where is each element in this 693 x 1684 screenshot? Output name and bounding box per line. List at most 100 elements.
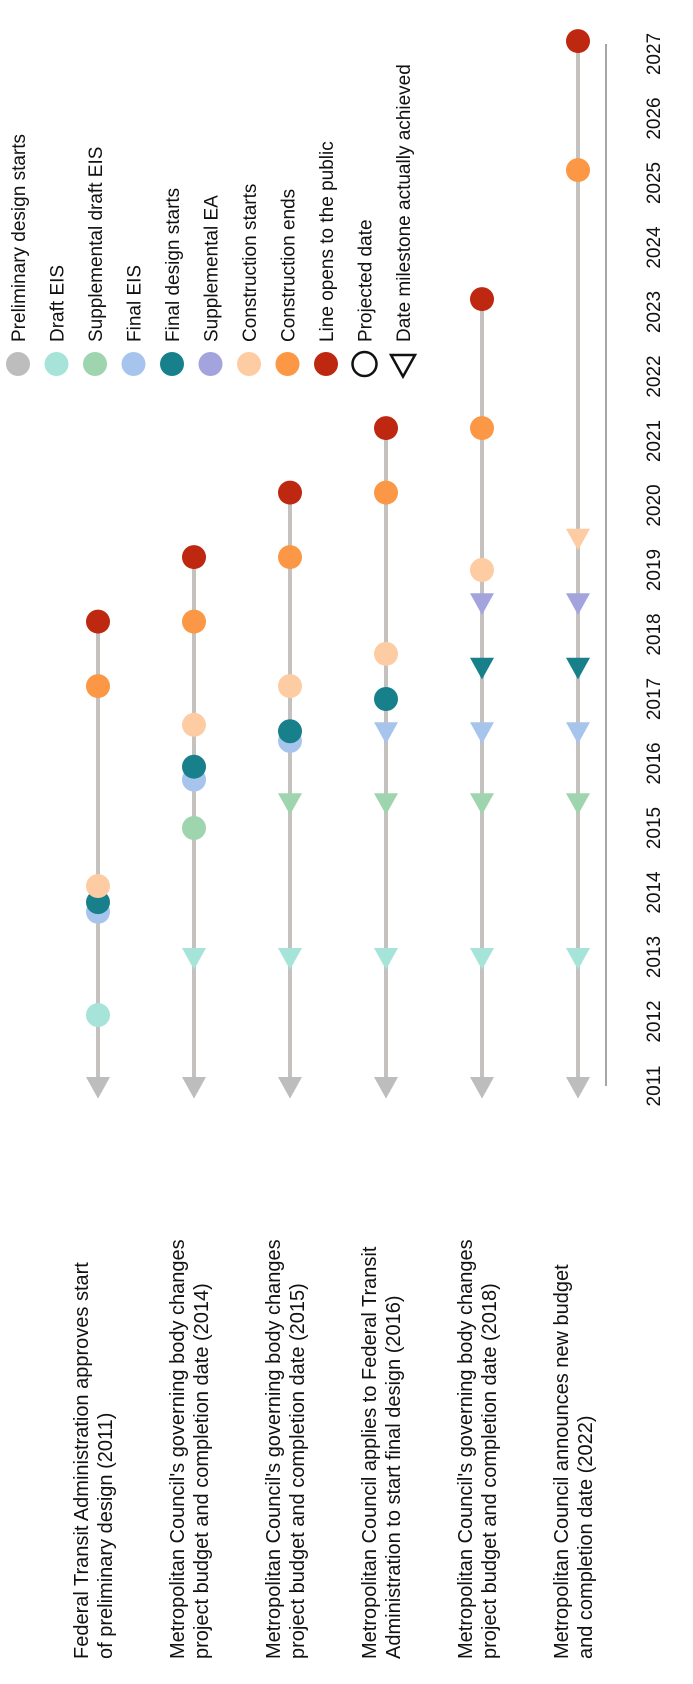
row-label-line: of preliminary design (2011) xyxy=(95,1413,117,1659)
legend-label: Date milestone actually achieved xyxy=(394,64,415,342)
milestone-projected-marker xyxy=(182,545,206,570)
milestone-projected-marker xyxy=(374,641,398,666)
x-axis-tick-label: 2017 xyxy=(644,678,665,720)
milestone-achieved-marker xyxy=(374,793,398,815)
x-axis-tick-label: 2014 xyxy=(644,871,665,914)
milestone-achieved-marker xyxy=(470,657,494,680)
milestone-projected-marker xyxy=(278,480,302,505)
milestone-projected-marker xyxy=(278,719,302,744)
legend: Preliminary design starts Draft EIS Supple… xyxy=(6,64,418,380)
x-axis-tick-label: 2012 xyxy=(644,1000,665,1042)
legend-swatch xyxy=(160,352,184,376)
milestone-projected-marker xyxy=(374,687,398,711)
milestone-achieved-marker xyxy=(278,1077,302,1099)
row-label-line: Metropolitan Council applies to Federal … xyxy=(359,1246,381,1659)
legend-label: Line opens to the public xyxy=(317,141,338,342)
legend-circle-icon xyxy=(351,350,378,378)
milestone-achieved-marker xyxy=(86,1077,110,1099)
row-label-line: and completion date (2022) xyxy=(575,1416,597,1660)
legend-label: Supplemental draft EIS xyxy=(86,147,107,342)
legend-swatch xyxy=(198,352,223,376)
milestone-projected-marker xyxy=(470,416,494,441)
legend-swatch xyxy=(83,352,107,376)
x-axis-tick-label: 2018 xyxy=(644,613,665,655)
milestone-projected-marker xyxy=(374,416,398,441)
row-label-line: project budget and completion date (2015… xyxy=(287,1283,309,1659)
milestone-projected-marker xyxy=(470,558,494,582)
legend-item: Supplemental draft EIS xyxy=(83,147,107,376)
milestone-achieved-marker xyxy=(374,722,398,744)
milestone-achieved-marker xyxy=(374,948,398,970)
milestone-achieved-marker xyxy=(470,793,494,815)
x-axis-tick-label: 2025 xyxy=(644,162,665,204)
legend-item: Final EIS xyxy=(121,265,146,376)
milestone-achieved-marker xyxy=(566,722,590,744)
x-axis-tick-label: 2020 xyxy=(644,484,665,526)
milestone-achieved-marker xyxy=(182,948,206,970)
x-axis-tick-label: 2019 xyxy=(644,549,665,591)
milestone-projected-marker xyxy=(278,674,302,699)
timeline-row: Metropolitan Council's governing body ch… xyxy=(455,287,501,1659)
legend-label: Construction starts xyxy=(240,184,261,342)
x-axis-tick-label: 2016 xyxy=(644,742,665,784)
timeline-row: Federal Transit Administration approves … xyxy=(71,609,117,1659)
legend-swatch xyxy=(237,352,261,376)
milestone-projected-marker xyxy=(278,545,302,570)
legend-swatch xyxy=(121,352,146,376)
milestone-projected-marker xyxy=(86,1003,110,1028)
x-axis-tick-label: 2021 xyxy=(644,420,665,462)
milestone-projected-marker xyxy=(182,712,206,737)
legend-swatch xyxy=(6,352,30,376)
legend-label: Draft EIS xyxy=(48,265,69,342)
milestone-projected-marker xyxy=(86,609,110,634)
milestone-projected-marker xyxy=(566,158,590,183)
milestone-projected-marker xyxy=(86,674,110,699)
milestone-projected-marker xyxy=(374,480,398,505)
legend-swatch xyxy=(314,352,338,376)
row-label-line: Metropolitan Council's governing body ch… xyxy=(263,1239,285,1659)
legend-swatch xyxy=(275,352,300,376)
legend-item: Construction starts xyxy=(237,184,261,376)
rows-layer: Federal Transit Administration approves … xyxy=(71,29,597,1659)
legend-label: Projected date xyxy=(356,219,377,342)
timeline-row: Metropolitan Council announces new budge… xyxy=(551,29,597,1659)
row-label-line: Metropolitan Council's governing body ch… xyxy=(455,1239,477,1659)
milestone-achieved-marker xyxy=(566,657,590,680)
rotated-chart-group: Federal Transit Administration approves … xyxy=(6,29,665,1659)
x-axis-tick-label: 2015 xyxy=(644,807,665,849)
milestone-achieved-marker xyxy=(278,948,302,970)
x-axis-tick-label: 2011 xyxy=(644,1066,665,1107)
milestone-achieved-marker xyxy=(470,593,494,615)
timeline-row: Metropolitan Council's governing body ch… xyxy=(167,545,213,1659)
milestone-projected-marker xyxy=(182,754,206,779)
x-axis-tick-label: 2027 xyxy=(644,33,665,75)
legend-label: Supplemental EA xyxy=(202,195,223,342)
legend-swatch xyxy=(44,352,69,376)
row-label-line: project budget and completion date (2018… xyxy=(479,1283,501,1659)
x-axis-tick-label: 2022 xyxy=(644,355,665,397)
milestone-achieved-marker xyxy=(182,1077,206,1099)
legend-item: Date milestone actually achieved xyxy=(388,64,418,380)
milestone-achieved-marker xyxy=(278,793,302,815)
row-label-line: Metropolitan Council's governing body ch… xyxy=(167,1239,189,1659)
legend-item: Draft EIS xyxy=(44,265,69,376)
milestone-achieved-marker xyxy=(566,793,590,815)
milestone-achieved-marker xyxy=(470,948,494,970)
milestone-projected-marker xyxy=(182,609,206,634)
legend-item: Construction ends xyxy=(275,189,300,376)
legend-label: Final EIS xyxy=(125,265,146,342)
x-axis: 2011 2012 2013 2014 2015 2016 2017 2018 2019 2020… xyxy=(605,33,665,1107)
milestone-projected-marker xyxy=(182,816,206,840)
legend-item: Final design starts xyxy=(160,188,184,376)
milestone-achieved-marker xyxy=(566,948,590,970)
timeline-row: Metropolitan Council's governing body ch… xyxy=(263,480,309,1659)
x-axis-tick-label: 2023 xyxy=(644,291,665,333)
legend-label: Construction ends xyxy=(279,189,300,342)
legend-item: Line opens to the public xyxy=(314,141,338,376)
milestone-achieved-marker xyxy=(374,1077,398,1099)
timeline-row: Metropolitan Council applies to Federal … xyxy=(359,416,405,1659)
row-label-line: project budget and completion date (2014… xyxy=(191,1283,213,1659)
milestone-projected-marker xyxy=(86,874,110,899)
legend-label: Preliminary design starts xyxy=(9,134,30,342)
